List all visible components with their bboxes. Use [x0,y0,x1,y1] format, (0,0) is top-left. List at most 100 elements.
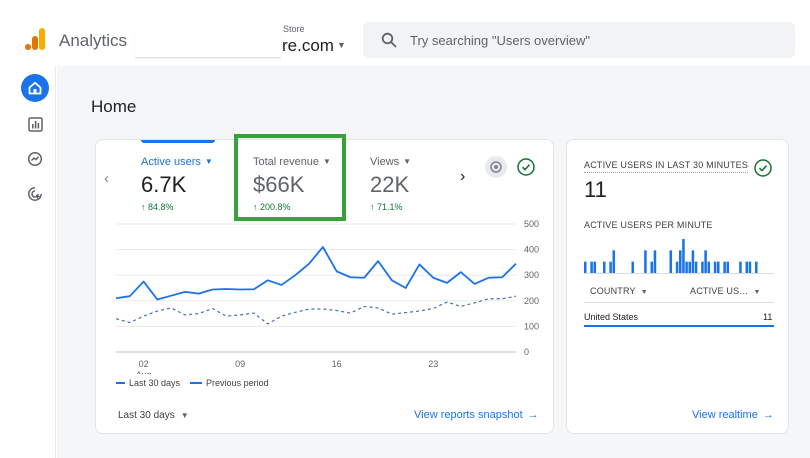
x-tick-label: 02 [139,359,149,369]
chevron-down-icon: ▼ [204,157,213,166]
per-minute-bar [748,261,752,273]
per-minute-bar [713,261,717,273]
metric-delta: ↑ 71.1% [370,202,403,212]
metric-total-revenue[interactable]: Total revenue ▼ $66K ↑ 200.8% [253,156,331,212]
table-row-users: 11 [763,312,773,322]
chevron-left-icon[interactable]: ‹ [104,170,109,187]
x-tick-label: 09 [235,359,245,369]
left-navigation [0,66,56,458]
search-icon [381,32,397,48]
y-tick-label: 400 [524,245,539,255]
overview-card: ‹ Active users ▼ 6.7K ↑ 84.8% Total reven… [95,134,554,434]
nav-explore[interactable] [21,145,49,173]
metric-views[interactable]: Views ▼ 22K ↑ 71.1% [370,156,411,212]
legend-item: Last 30 days [116,378,180,388]
per-minute-bar [726,261,730,273]
realtime-card: ACTIVE USERS IN LAST 30 MINUTES 11 ACTIV… [566,139,789,434]
date-range-label: Last 30 days [118,410,175,421]
view-reports-snapshot-link[interactable]: View reports snapshot → [414,409,539,421]
view-realtime-link[interactable]: View realtime → [692,409,774,421]
per-minute-bar [723,261,726,273]
per-minute-bar [603,261,606,273]
insights-icon [490,161,502,173]
metric-value: 22K [370,172,410,197]
per-minute-bar [707,261,711,273]
line-chart: 500 400 300 200 100 0 02Aug 09 16 23 [115,219,539,374]
nav-reports[interactable] [21,110,49,138]
legend-swatch-solid [116,382,125,384]
per-minute-bar [694,261,698,273]
per-minute-bar [679,250,682,273]
metric-active-users[interactable]: Active users ▼ 6.7K ↑ 84.8% [141,156,213,212]
realtime-value: 11 [584,177,607,202]
per-minute-bar [682,239,685,273]
arrow-right-icon: → [527,409,539,421]
y-tick-label: 0 [524,347,529,357]
property-selector[interactable]: re.com ▼ [282,36,346,56]
legend-label: Last 30 days [129,378,181,388]
per-minute-label: ACTIVE USERS PER MINUTE [584,220,713,230]
search-bar[interactable]: Try searching "Users overview" [363,22,795,58]
metric-value: $66K [253,172,305,197]
check-circle-icon[interactable] [516,157,536,177]
per-minute-bar [584,261,587,273]
chevron-down-icon: ▼ [753,289,761,296]
per-minute-bar [590,261,593,273]
per-minute-bar [704,250,707,273]
nav-advertising[interactable] [21,180,49,208]
main-content: Home ‹ Active users ▼ 6.7K ↑ 84.8% Total … [57,66,810,458]
date-range-selector[interactable]: Last 30 days ▼ [118,410,189,421]
home-icon [28,81,42,95]
y-tick-label: 300 [524,270,539,280]
chevron-right-icon[interactable]: › [460,168,466,185]
column-header-country[interactable]: COUNTRY ▼ [590,286,648,296]
per-minute-bar [691,250,695,273]
row-value-bar [584,325,774,327]
divider [584,302,774,303]
account-redacted-box [135,30,281,58]
table-row-country: United States [584,312,639,322]
y-tick-label: 200 [524,296,539,306]
metric-label: Views [370,156,400,168]
x-tick-label: 16 [332,359,342,369]
legend-label: Previous period [206,378,269,388]
active-tab-indicator [141,140,215,143]
y-tick-label: 100 [524,321,539,331]
link-label: View reports snapshot [414,409,523,421]
per-minute-bar [650,261,654,273]
series-line-last-30-days [115,246,517,301]
per-minute-bar [685,261,688,273]
per-minute-bar [593,261,597,273]
check-circle-icon[interactable] [753,158,773,178]
metric-label: Active users [141,156,201,168]
chevron-down-icon: ▼ [336,40,346,50]
top-bar: Analytics Store re.com ▼ Try searching "U… [0,0,810,66]
arrow-right-icon: → [762,409,774,421]
legend-swatch-dashed [190,382,203,384]
metric-delta: ↑ 84.8% [141,202,174,212]
per-minute-bar-chart [584,239,774,274]
chevron-down-icon: ▼ [640,289,648,296]
highlight-box [234,134,346,221]
explore-icon [27,151,43,167]
reports-icon [27,116,43,132]
app-name: Analytics [59,31,128,50]
per-minute-bar [701,261,704,273]
advertising-icon [28,187,42,201]
per-minute-bar [717,261,720,273]
per-minute-bar [644,250,647,273]
analytics-logo-icon[interactable] [24,27,46,51]
per-minute-bar [653,250,657,273]
per-minute-bar [688,261,692,273]
property-name: re.com [282,36,334,55]
insights-button[interactable] [485,156,507,178]
column-header-active-users[interactable]: ACTIVE US… ▼ [690,286,761,296]
nav-home[interactable] [21,74,49,102]
per-minute-bar [745,261,749,273]
realtime-title: ACTIVE USERS IN LAST 30 MINUTES [584,160,749,173]
chevron-down-icon: ▼ [180,411,189,420]
page-title: Home [91,97,137,116]
account-sub-label: Store [283,24,305,34]
per-minute-bar [739,261,742,273]
x-tick-sublabel: Aug [136,370,152,374]
